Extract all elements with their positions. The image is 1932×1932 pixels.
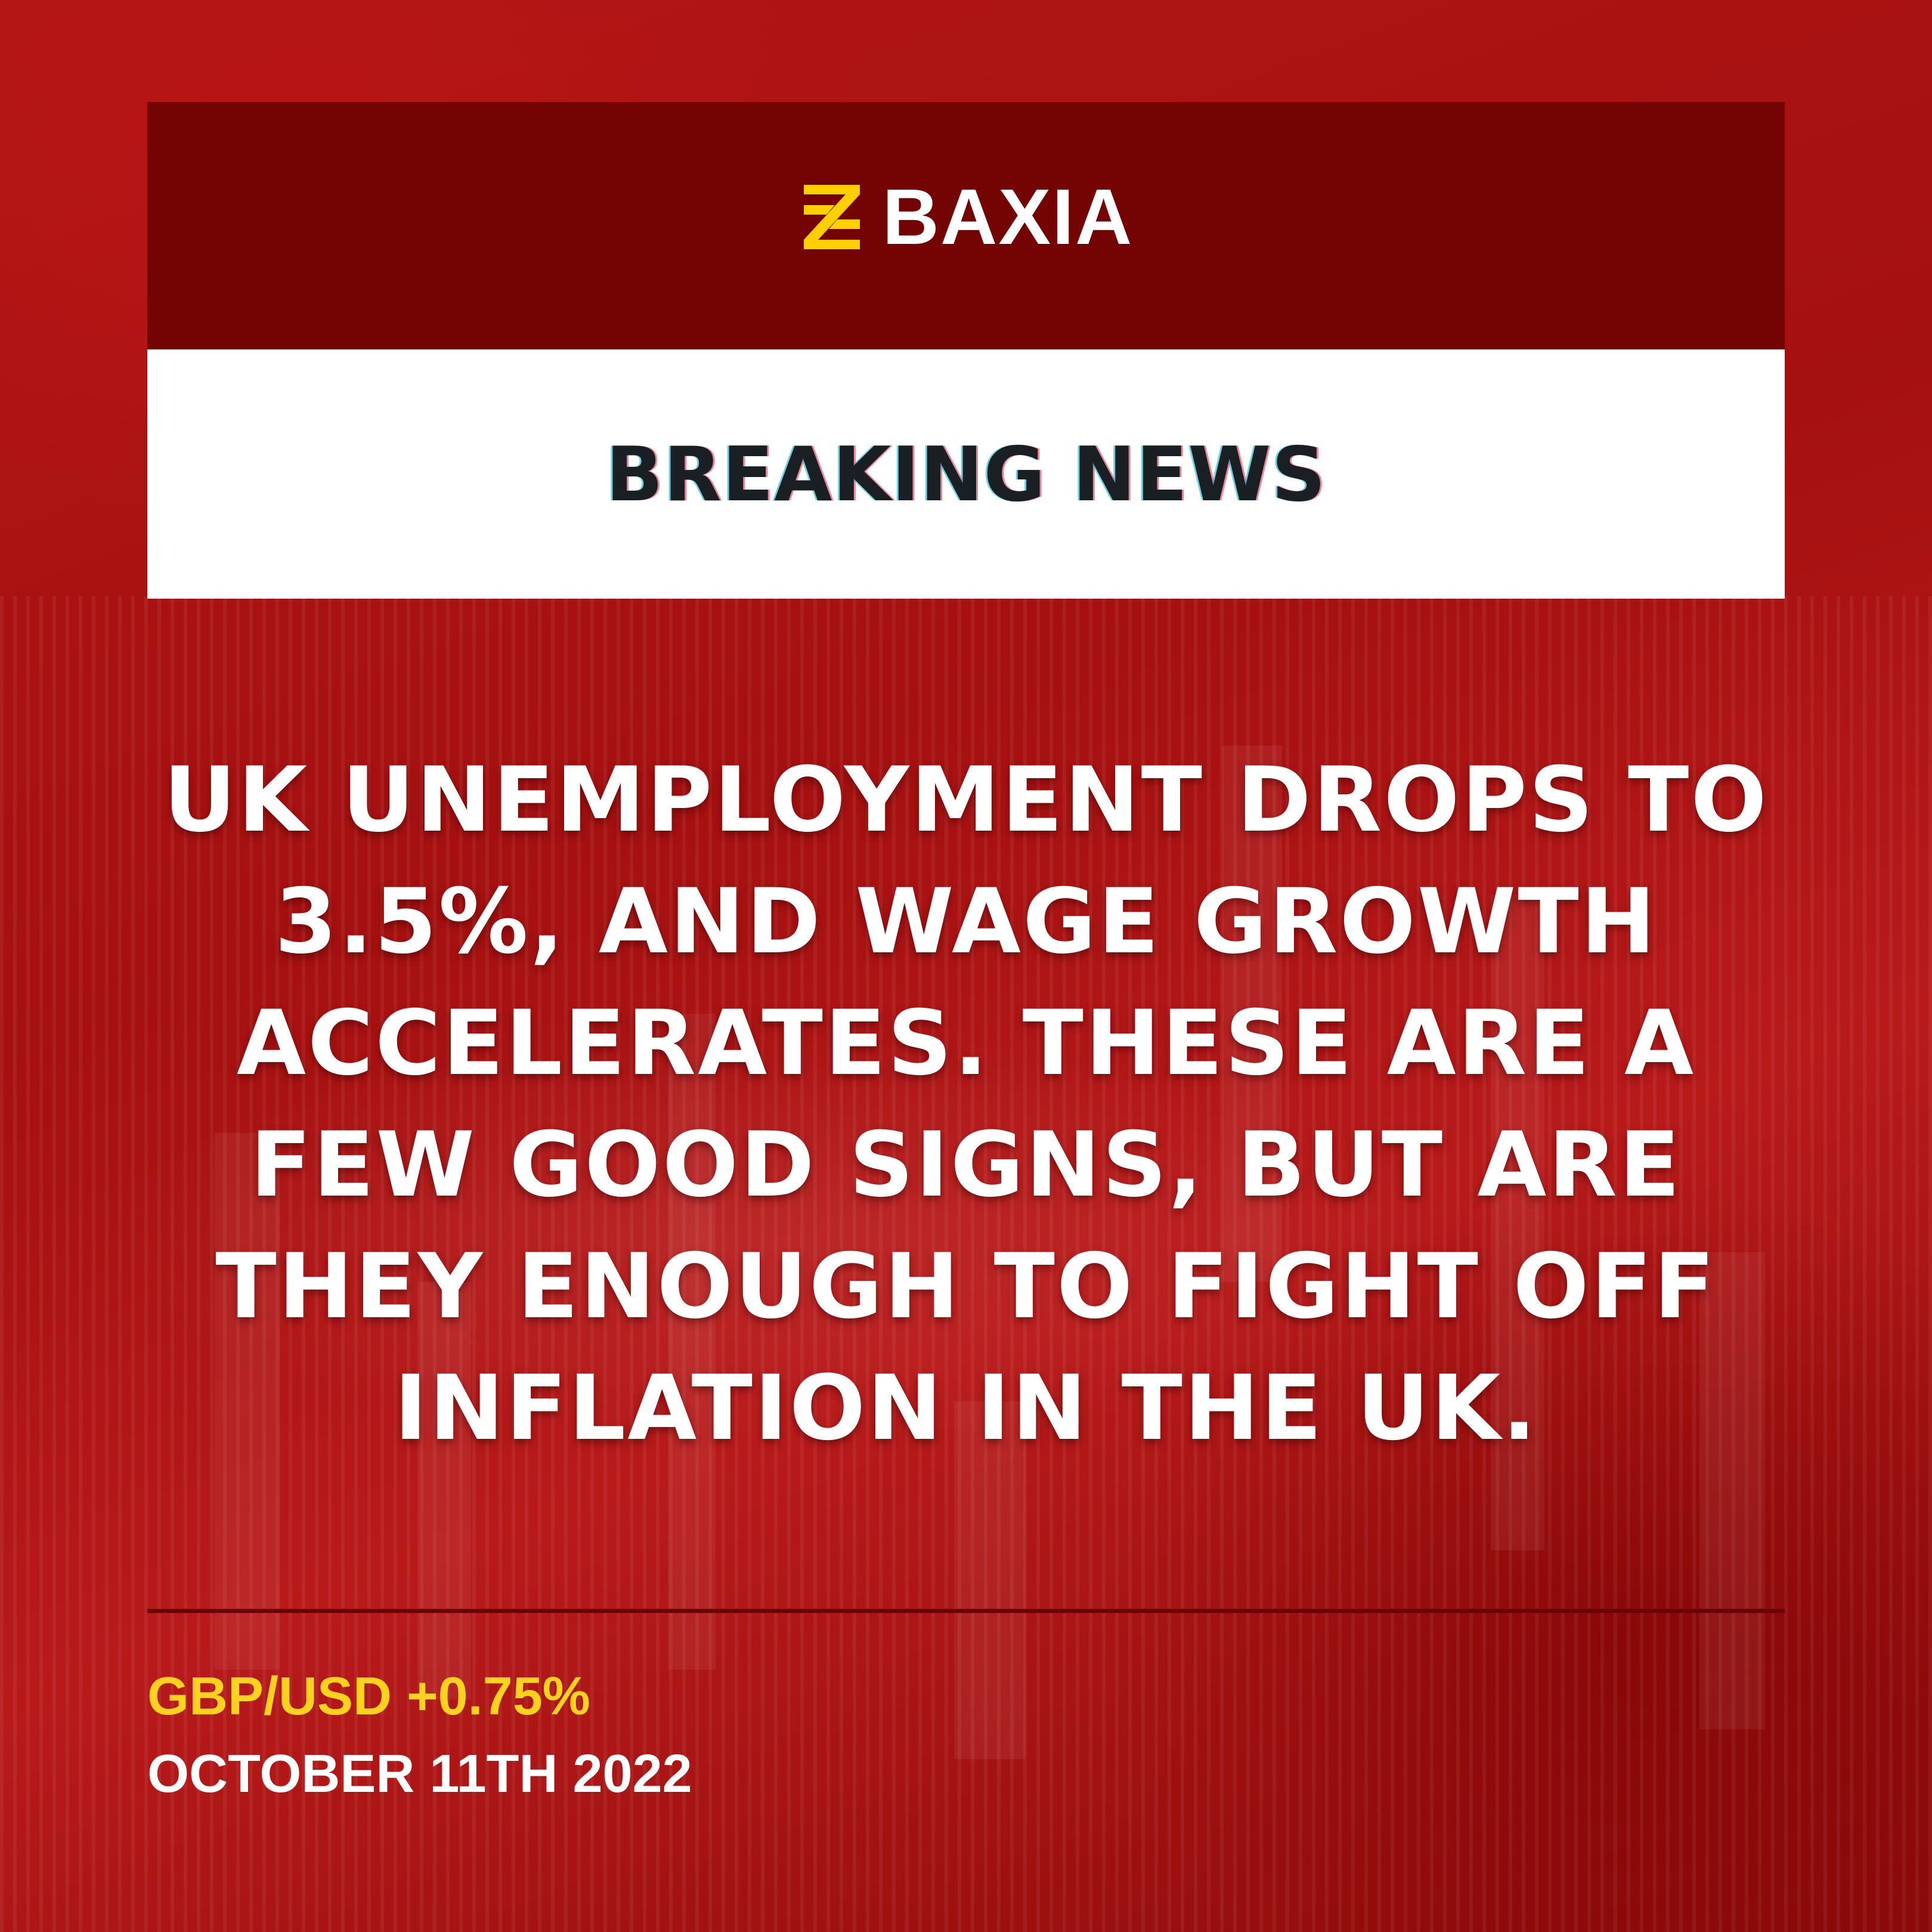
brand-name: BAXIA xyxy=(882,172,1134,261)
background-candlestick-lines xyxy=(0,596,1932,1932)
breaking-news-title: BREAKING NEWS xyxy=(605,430,1327,518)
background-bar xyxy=(215,1133,280,1670)
baxia-logo-icon xyxy=(803,184,860,249)
background-bar xyxy=(1491,894,1544,1550)
background-bar xyxy=(1699,1252,1765,1729)
background-bar xyxy=(1222,745,1282,1282)
news-headline: UK UNEMPLOYMENT DROPS TO 3.5%, AND WAGE … xyxy=(163,748,1769,1460)
breaking-news-banner: BREAKING NEWS xyxy=(147,349,1785,599)
brand-header: BAXIA xyxy=(147,102,1785,349)
publish-date: OCTOBER 11TH 2022 xyxy=(147,1744,692,1804)
background-bar xyxy=(668,1014,716,1670)
background-bar xyxy=(954,1401,1026,1759)
background-glow xyxy=(0,775,1932,1550)
brand-logo: BAXIA xyxy=(799,172,1134,261)
footer-divider xyxy=(147,1609,1785,1613)
currency-ticker: GBP/USD +0.75% xyxy=(147,1667,590,1726)
background-bar xyxy=(417,1282,471,1699)
